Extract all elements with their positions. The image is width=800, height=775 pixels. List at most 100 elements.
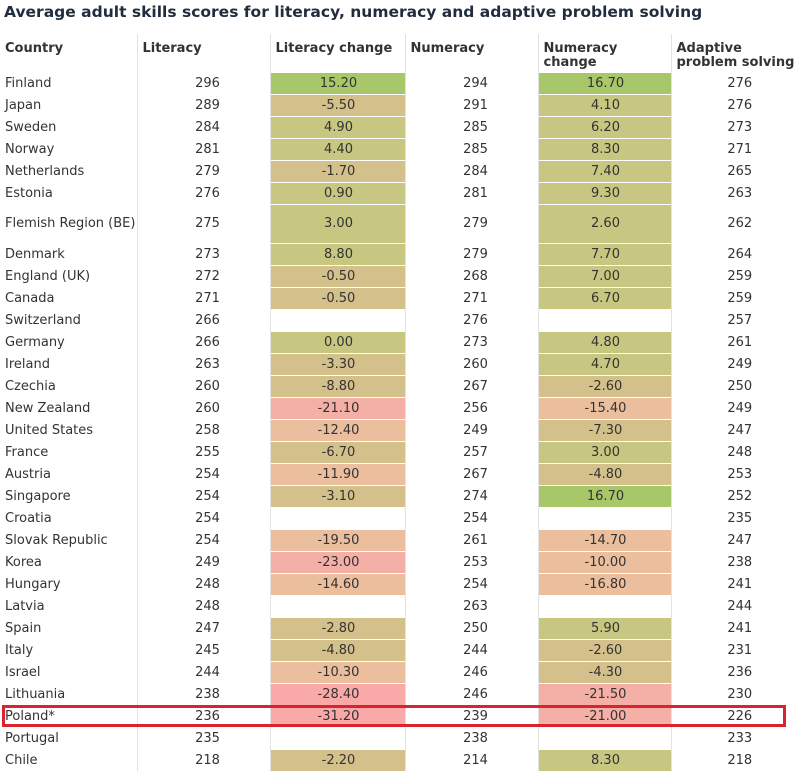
table-row: Poland* 236 -31.20 239 -21.00 226: [0, 704, 800, 727]
table-row: England (UK) 272 -0.50 268 7.00 259: [0, 264, 800, 287]
cell-numeracy: 274: [404, 484, 538, 507]
cell-country: Germany: [0, 330, 137, 353]
cell-adaptive-problem-solving: 241: [670, 616, 800, 639]
cell-country: Poland*: [0, 704, 137, 727]
table-row: Flemish Region (BE) 275 3.00 279 2.60 262: [0, 203, 800, 243]
cell-numeracy-change: 8.30: [537, 748, 671, 771]
cell-literacy-change: -28.40: [269, 682, 405, 705]
table-row: Hungary 248 -14.60 254 -16.80 241: [0, 572, 800, 595]
cell-country: Czechia: [0, 374, 137, 397]
cell-country: Croatia: [0, 506, 137, 529]
cell-numeracy: 284: [404, 159, 538, 182]
cell-numeracy: 250: [404, 616, 538, 639]
cell-country: Italy: [0, 638, 137, 661]
cell-adaptive-problem-solving: 263: [670, 181, 800, 204]
cell-adaptive-problem-solving: 273: [670, 115, 800, 138]
cell-country: Spain: [0, 616, 137, 639]
cell-literacy: 289: [136, 93, 270, 116]
cell-literacy-change: -2.80: [269, 616, 405, 639]
cell-literacy-change: 0.00: [269, 330, 405, 353]
cell-numeracy-change: 6.70: [537, 286, 671, 309]
cell-country: Switzerland: [0, 308, 137, 331]
cell-literacy-change: -2.20: [269, 748, 405, 771]
cell-country: United States: [0, 418, 137, 441]
cell-numeracy: 267: [404, 462, 538, 485]
cell-literacy-change: -3.30: [269, 352, 405, 375]
cell-country: Korea: [0, 550, 137, 573]
cell-country: Netherlands: [0, 159, 137, 182]
cell-literacy: 244: [136, 660, 270, 683]
cell-numeracy-change: 6.20: [537, 115, 671, 138]
cell-numeracy-change: -7.30: [537, 418, 671, 441]
cell-numeracy-change: -4.30: [537, 660, 671, 683]
cell-literacy: 276: [136, 181, 270, 204]
cell-country: Flemish Region (BE): [0, 203, 137, 243]
table-row: United States 258 -12.40 249 -7.30 247: [0, 418, 800, 441]
cell-literacy-change: -1.70: [269, 159, 405, 182]
cell-literacy: 255: [136, 440, 270, 463]
cell-literacy-change: -31.20: [269, 704, 405, 727]
cell-adaptive-problem-solving: 259: [670, 264, 800, 287]
cell-literacy-change: [269, 594, 405, 617]
cell-literacy-change: -4.80: [269, 638, 405, 661]
cell-literacy: 284: [136, 115, 270, 138]
cell-numeracy-change: -2.60: [537, 374, 671, 397]
cell-adaptive-problem-solving: 236: [670, 660, 800, 683]
cell-literacy: 271: [136, 286, 270, 309]
cell-numeracy: 285: [404, 115, 538, 138]
cell-adaptive-problem-solving: 241: [670, 572, 800, 595]
cell-adaptive-problem-solving: 276: [670, 71, 800, 94]
table-row: Estonia 276 0.90 281 9.30 263: [0, 181, 800, 204]
cell-literacy-change: -0.50: [269, 264, 405, 287]
table-row: Spain 247 -2.80 250 5.90 241: [0, 616, 800, 639]
table-row: Slovak Republic 254 -19.50 261 -14.70 247: [0, 528, 800, 551]
cell-adaptive-problem-solving: 244: [670, 594, 800, 617]
cell-literacy-change: -12.40: [269, 418, 405, 441]
cell-adaptive-problem-solving: 257: [670, 308, 800, 331]
cell-numeracy: 268: [404, 264, 538, 287]
cell-numeracy-change: -14.70: [537, 528, 671, 551]
cell-numeracy-change: 8.30: [537, 137, 671, 160]
cell-literacy: 238: [136, 682, 270, 705]
cell-literacy-change: -21.10: [269, 396, 405, 419]
table-row: Italy 245 -4.80 244 -2.60 231: [0, 638, 800, 661]
cell-adaptive-problem-solving: 265: [670, 159, 800, 182]
cell-literacy-change: [269, 308, 405, 331]
cell-literacy: 279: [136, 159, 270, 182]
cell-literacy: 248: [136, 594, 270, 617]
cell-numeracy: 257: [404, 440, 538, 463]
cell-numeracy: 238: [404, 726, 538, 749]
cell-country: Portugal: [0, 726, 137, 749]
cell-adaptive-problem-solving: 264: [670, 242, 800, 265]
cell-literacy: 247: [136, 616, 270, 639]
cell-literacy: 296: [136, 71, 270, 94]
table-row: Canada 271 -0.50 271 6.70 259: [0, 286, 800, 309]
cell-literacy-change: 3.00: [269, 203, 405, 243]
chart-title: Average adult skills scores for literacy…: [4, 3, 703, 21]
cell-literacy-change: -3.10: [269, 484, 405, 507]
cell-adaptive-problem-solving: 233: [670, 726, 800, 749]
cell-adaptive-problem-solving: 252: [670, 484, 800, 507]
table-row: Czechia 260 -8.80 267 -2.60 250: [0, 374, 800, 397]
cell-numeracy: 294: [404, 71, 538, 94]
table-row: Israel 244 -10.30 246 -4.30 236: [0, 660, 800, 683]
cell-literacy: 254: [136, 484, 270, 507]
cell-numeracy: 246: [404, 682, 538, 705]
cell-numeracy: 279: [404, 203, 538, 243]
cell-literacy: 281: [136, 137, 270, 160]
cell-country: Hungary: [0, 572, 137, 595]
cell-country: Ireland: [0, 352, 137, 375]
table-row: Norway 281 4.40 285 8.30 271: [0, 137, 800, 160]
cell-numeracy: 271: [404, 286, 538, 309]
table-row: Singapore 254 -3.10 274 16.70 252: [0, 484, 800, 507]
cell-numeracy-change: 9.30: [537, 181, 671, 204]
cell-literacy-change: -19.50: [269, 528, 405, 551]
cell-numeracy: 246: [404, 660, 538, 683]
cell-adaptive-problem-solving: 262: [670, 203, 800, 243]
cell-country: France: [0, 440, 137, 463]
table-body: Finland 296 15.20 294 16.70 276 Japan 289 -5.50 2…: [0, 71, 800, 771]
cell-numeracy: 244: [404, 638, 538, 661]
cell-numeracy: 285: [404, 137, 538, 160]
cell-adaptive-problem-solving: 230: [670, 682, 800, 705]
cell-country: Estonia: [0, 181, 137, 204]
